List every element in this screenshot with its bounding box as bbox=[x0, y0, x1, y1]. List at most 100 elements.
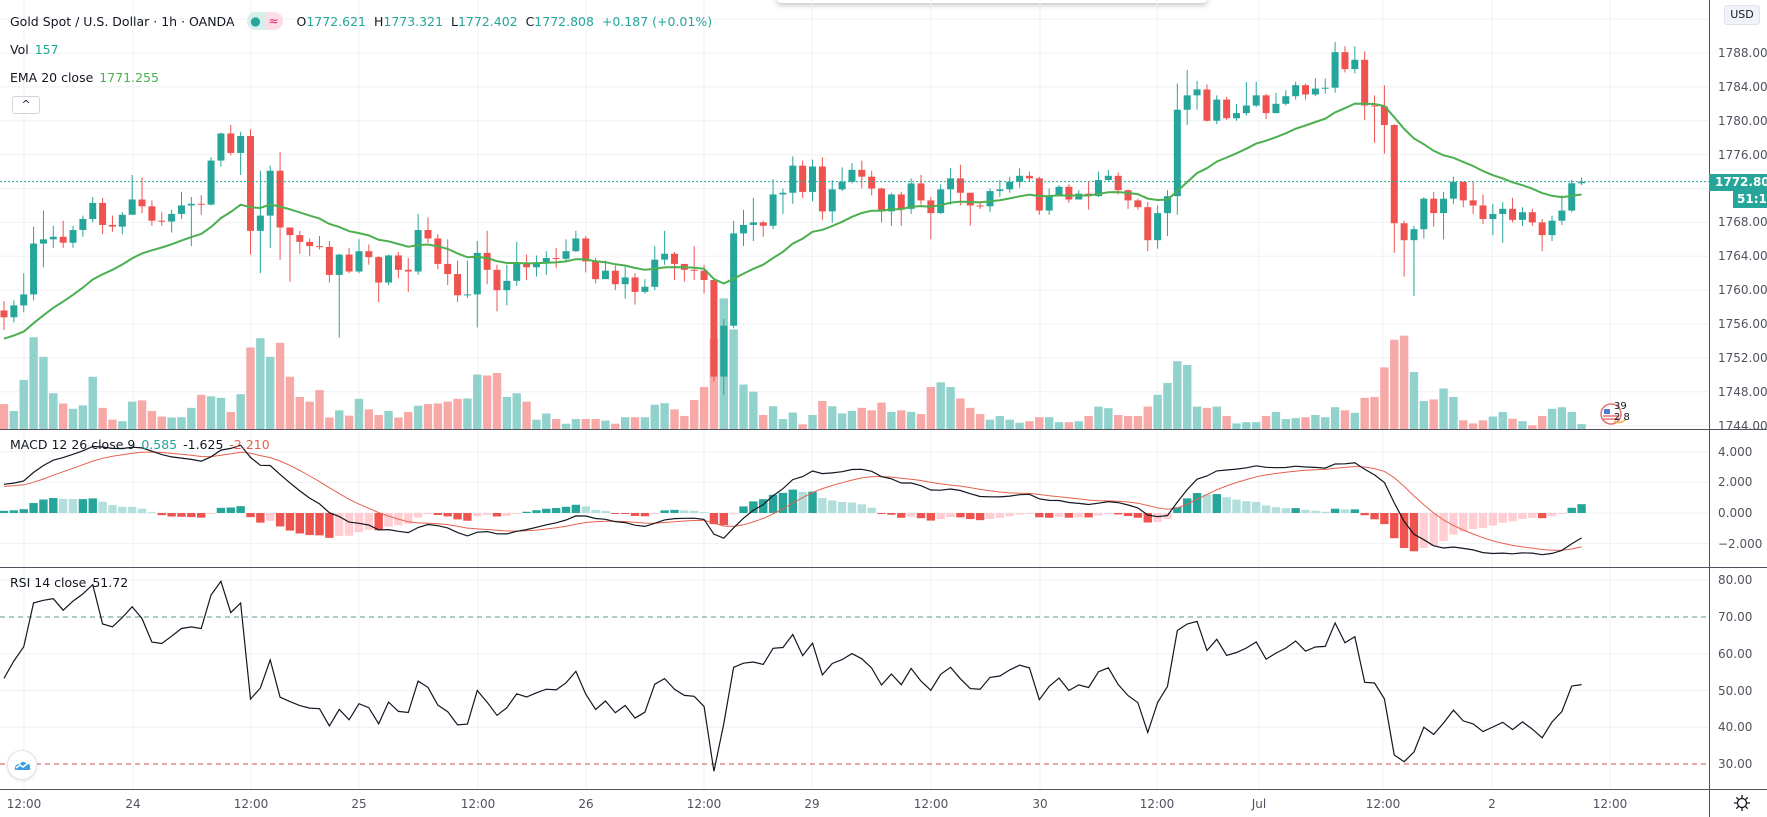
volume-bar bbox=[335, 410, 344, 429]
candle-body bbox=[473, 252, 481, 295]
candle-body bbox=[769, 194, 777, 226]
macd-histogram-bar bbox=[1340, 509, 1350, 513]
macd-histogram-bar bbox=[512, 513, 521, 514]
price-axis-label: 1760.000 bbox=[1718, 283, 1767, 298]
macd-histogram-bar bbox=[404, 513, 413, 524]
volume-bar bbox=[828, 406, 837, 429]
candle-body bbox=[1144, 207, 1152, 241]
currency-badge[interactable]: USD bbox=[1724, 5, 1760, 25]
symbol-title[interactable]: Gold Spot / U.S. Dollar · 1h · OANDA bbox=[10, 13, 235, 29]
macd-histogram-bar bbox=[325, 513, 334, 538]
rsi-legend[interactable]: RSI 14 close 51.72 bbox=[10, 575, 128, 590]
candle-body bbox=[79, 219, 87, 231]
volume-bar bbox=[295, 396, 304, 429]
volume-bar bbox=[206, 396, 216, 429]
volume-bar bbox=[364, 409, 374, 429]
candle-body bbox=[1410, 229, 1418, 241]
candle-body bbox=[1124, 190, 1132, 201]
volume-bar bbox=[729, 329, 738, 429]
time-axis-label: Jul bbox=[1251, 797, 1267, 811]
volume-bar bbox=[916, 414, 926, 429]
macd-histogram-bar bbox=[1547, 513, 1557, 517]
macd-legend[interactable]: MACD 12 26 close 9 0.585 -1.625 -2.210 bbox=[10, 437, 270, 452]
macd-histogram-bar bbox=[1271, 507, 1281, 513]
volume-bar bbox=[1330, 407, 1340, 429]
candle-body bbox=[1203, 89, 1211, 121]
volume-bar bbox=[699, 387, 709, 429]
candle-body bbox=[89, 202, 97, 220]
candle-body bbox=[661, 253, 669, 260]
cloud-chart-button[interactable] bbox=[7, 750, 37, 780]
candle-body bbox=[108, 224, 116, 227]
settings-gear-icon[interactable] bbox=[1733, 794, 1751, 812]
volume-bar bbox=[1311, 415, 1320, 429]
candle-body bbox=[1065, 186, 1073, 200]
macd-histogram-bar bbox=[354, 513, 364, 533]
volume-bar bbox=[137, 400, 147, 429]
macd-histogram-bar bbox=[1528, 513, 1537, 518]
macd-histogram-bar bbox=[1074, 513, 1083, 518]
volume-bar bbox=[167, 417, 176, 429]
candle-body bbox=[749, 222, 757, 225]
candle-body bbox=[503, 280, 511, 291]
volume-bar bbox=[9, 410, 19, 429]
volume-bar bbox=[1390, 339, 1399, 429]
volume-bar bbox=[1232, 423, 1241, 429]
macd-histogram-bar bbox=[1508, 513, 1517, 522]
macd-histogram-bar bbox=[463, 513, 472, 521]
candle-body bbox=[1489, 213, 1497, 220]
volume-bar bbox=[1192, 406, 1202, 429]
market-status-pill[interactable]: ● ≈ bbox=[246, 12, 283, 30]
candle-body bbox=[1213, 99, 1221, 121]
candle-body bbox=[1528, 212, 1536, 223]
candles bbox=[0, 41, 1709, 396]
macd-histogram-bar bbox=[453, 513, 462, 520]
volume-bar bbox=[1567, 411, 1576, 429]
macd-histogram-bar bbox=[1143, 513, 1152, 523]
candle-body bbox=[1154, 213, 1162, 241]
volume-bar bbox=[344, 415, 354, 429]
volume-bar bbox=[236, 394, 245, 429]
candle-body bbox=[848, 169, 856, 182]
macd-histogram-bar bbox=[315, 513, 324, 536]
volume-bar bbox=[1547, 408, 1557, 429]
macd-axis-label: 2.000 bbox=[1718, 475, 1753, 490]
price-axis-label: 1764.000 bbox=[1718, 249, 1767, 264]
time-axis-label: 29 bbox=[804, 797, 820, 811]
candle-body bbox=[1035, 178, 1043, 211]
macd-line bbox=[3, 444, 1582, 556]
volume-bar bbox=[1409, 372, 1419, 429]
candle-body bbox=[128, 199, 136, 215]
macd-histogram-bar bbox=[591, 509, 600, 513]
price-axis-label: 1788.000 bbox=[1718, 46, 1767, 60]
macd-histogram-bar bbox=[1202, 494, 1212, 513]
volume-bar bbox=[877, 402, 886, 429]
candle-body bbox=[1193, 89, 1201, 96]
candle-body bbox=[966, 192, 974, 206]
volume-bar bbox=[1094, 406, 1103, 429]
candle-body bbox=[296, 235, 304, 242]
candle-body bbox=[523, 263, 531, 268]
economic-event-marker[interactable]: 39 2 8 bbox=[1600, 401, 1636, 425]
candle-body bbox=[1262, 95, 1270, 114]
macd-axis-label: 4.000 bbox=[1718, 444, 1753, 459]
macd-histogram-bar bbox=[78, 499, 88, 513]
candle-body bbox=[1321, 87, 1329, 89]
volume-legend[interactable]: Vol 157 bbox=[10, 42, 59, 57]
low-label: L bbox=[450, 13, 458, 29]
candle-body bbox=[572, 238, 580, 252]
macd-histogram-bar bbox=[975, 513, 985, 521]
candle-body bbox=[168, 213, 176, 222]
volume-bar bbox=[690, 400, 699, 429]
candle-body bbox=[907, 183, 915, 209]
volume-bar bbox=[1044, 417, 1054, 429]
candle-body bbox=[1242, 105, 1250, 114]
ema-legend[interactable]: EMA 20 close 1771.255 bbox=[10, 70, 159, 85]
ohlc-values: O1772.621 H1773.321 L1772.402 C1772.808 … bbox=[297, 14, 713, 29]
macd-histogram-bar bbox=[157, 513, 166, 516]
macd-histogram-bar bbox=[1380, 513, 1389, 525]
collapse-legend-button[interactable]: ^ bbox=[12, 96, 40, 114]
macd-histogram-bar bbox=[39, 499, 48, 513]
time-axis-label: 26 bbox=[578, 797, 594, 811]
